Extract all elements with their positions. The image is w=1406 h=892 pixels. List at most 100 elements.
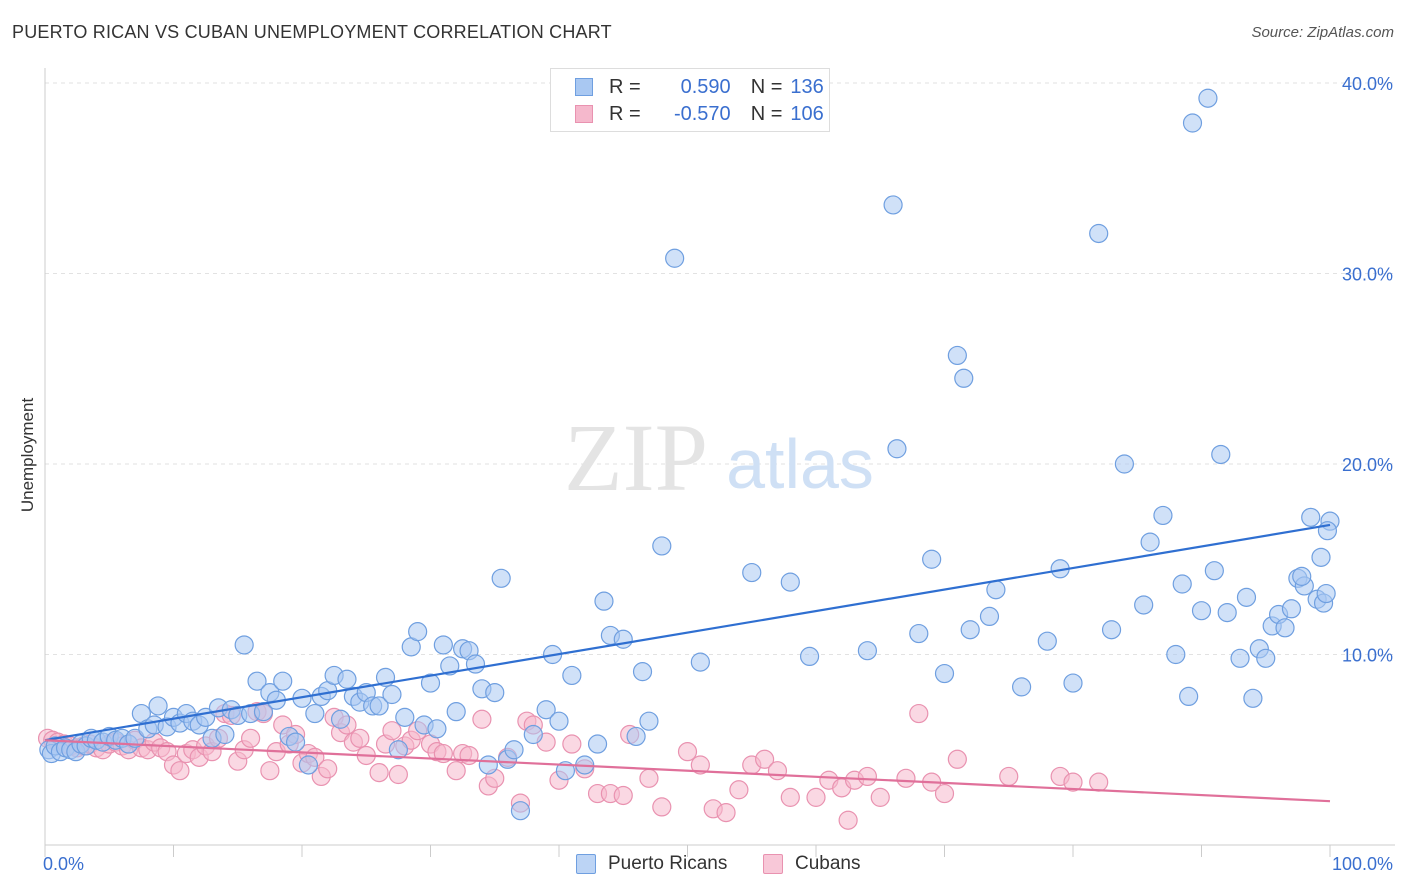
puerto-rican-point <box>1211 444 1231 465</box>
puerto-rican-point <box>922 549 942 569</box>
legend-r-label: R = <box>609 75 641 98</box>
puerto-rican-point <box>562 665 582 686</box>
bottom-legend-label: Puerto Ricans <box>608 853 728 874</box>
puerto-rican-point <box>639 711 659 731</box>
trend-lines <box>44 523 1331 803</box>
puerto-rican-point <box>148 696 168 716</box>
puerto-rican-point <box>1198 88 1218 108</box>
cuban-point <box>459 745 479 766</box>
puerto-rican-point <box>613 629 633 649</box>
bottom-legend-swatch-pink <box>763 854 783 874</box>
legend-swatch-blue <box>575 78 593 96</box>
bottom-legend-cubans: Cubans <box>763 852 861 876</box>
puerto-rican-point <box>330 709 351 729</box>
puerto-rican-point <box>1166 644 1186 665</box>
puerto-rican-point <box>1182 113 1203 133</box>
puerto-rican-point <box>388 740 408 760</box>
puerto-rican-point <box>1172 574 1192 594</box>
cuban-point <box>1063 772 1083 792</box>
puerto-rican-point <box>1114 454 1135 474</box>
cuban-point <box>350 728 370 748</box>
cuban-point <box>562 734 582 754</box>
trend-line-cubans <box>44 739 1331 803</box>
puerto-rican-point <box>510 801 531 821</box>
legend-n-label: N = <box>750 102 783 125</box>
legend-r-label: R = <box>609 102 641 125</box>
y-tick-label: 20.0% <box>1342 455 1393 475</box>
puerto-rican-point <box>285 732 306 752</box>
puerto-rican-point <box>1292 566 1312 586</box>
bottom-legend-puerto-ricans: Puerto Ricans <box>576 852 727 876</box>
cuban-point <box>260 761 280 781</box>
puerto-rican-point <box>1217 602 1237 623</box>
puerto-rican-point <box>420 673 441 693</box>
axes <box>44 68 1395 857</box>
puerto-rican-point <box>1089 223 1109 244</box>
legend-n-value: 136 <box>790 75 824 98</box>
puerto-rican-point <box>446 702 466 722</box>
puerto-rican-point <box>1101 620 1122 640</box>
puerto-rican-point <box>491 568 511 588</box>
cuban-point <box>690 755 710 775</box>
cuban-point <box>1089 772 1109 792</box>
y-axis-label: Unemployment <box>18 397 37 513</box>
chart-title: PUERTO RICAN VS CUBAN UNEMPLOYMENT CORRE… <box>12 22 612 42</box>
legend-n-value: 106 <box>790 102 824 125</box>
legend-r-value: -0.570 <box>673 102 731 125</box>
puerto-rican-point <box>690 652 710 672</box>
puerto-rican-point <box>549 711 569 731</box>
cuban-point <box>896 768 916 788</box>
cuban-point <box>318 759 338 779</box>
puerto-rican-point <box>1140 532 1160 552</box>
cuban-point <box>613 785 633 806</box>
puerto-rican-point <box>1236 587 1257 607</box>
tick-labels: 10.0% 20.0% 30.0% 40.0% 0.0% 100.0% <box>43 74 1393 874</box>
watermark: ZIP atlas <box>564 404 874 511</box>
puerto-rican-point <box>440 656 460 676</box>
y-tick-label: 30.0% <box>1342 265 1393 285</box>
puerto-rican-point <box>485 682 505 703</box>
puerto-rican-point <box>934 663 955 684</box>
puerto-rican-point <box>626 726 646 747</box>
puerto-rican-point <box>1256 648 1276 668</box>
cuban-point <box>934 783 955 804</box>
cuban-point <box>446 761 466 781</box>
bottom-legend-swatch-blue <box>576 854 596 874</box>
puerto-rican-point <box>215 724 235 745</box>
puerto-rican-point <box>427 719 447 739</box>
puerto-rican-point <box>247 671 267 691</box>
puerto-rican-point <box>1153 505 1173 526</box>
cuban-point <box>838 810 858 830</box>
puerto-rican-point <box>408 622 428 642</box>
cuban-point <box>241 728 261 748</box>
puerto-rican-point <box>1311 547 1331 567</box>
puerto-rican-point <box>536 700 556 720</box>
puerto-rican-point <box>1243 688 1263 708</box>
bottom-legend-label: Cubans <box>795 853 861 874</box>
cuban-point <box>716 803 736 823</box>
puerto-rican-point <box>234 635 254 655</box>
puerto-rican-point <box>1301 507 1321 527</box>
puerto-rican-point <box>632 662 653 682</box>
cuban-point <box>170 761 190 781</box>
cuban-point <box>857 766 878 787</box>
puerto-rican-point <box>652 536 672 556</box>
puerto-rican-point <box>478 755 498 775</box>
puerto-rican-point <box>504 740 524 760</box>
puerto-rican-point <box>337 669 357 689</box>
puerto-rican-point <box>1204 561 1224 581</box>
legend-r-value: 0.590 <box>680 75 731 98</box>
puerto-rican-point <box>395 707 415 727</box>
cuban-point <box>729 780 749 800</box>
puerto-rican-point <box>594 591 614 611</box>
cuban-point <box>909 703 929 724</box>
puerto-rican-point <box>947 345 967 366</box>
cuban-point <box>639 768 659 788</box>
puerto-rican-point <box>1179 686 1199 707</box>
legend-n-label: N = <box>750 75 783 98</box>
puerto-rican-point <box>465 654 486 674</box>
x-tick-label: 0.0% <box>43 854 84 874</box>
puerto-rican-point <box>1037 631 1057 651</box>
cuban-point <box>806 787 826 807</box>
